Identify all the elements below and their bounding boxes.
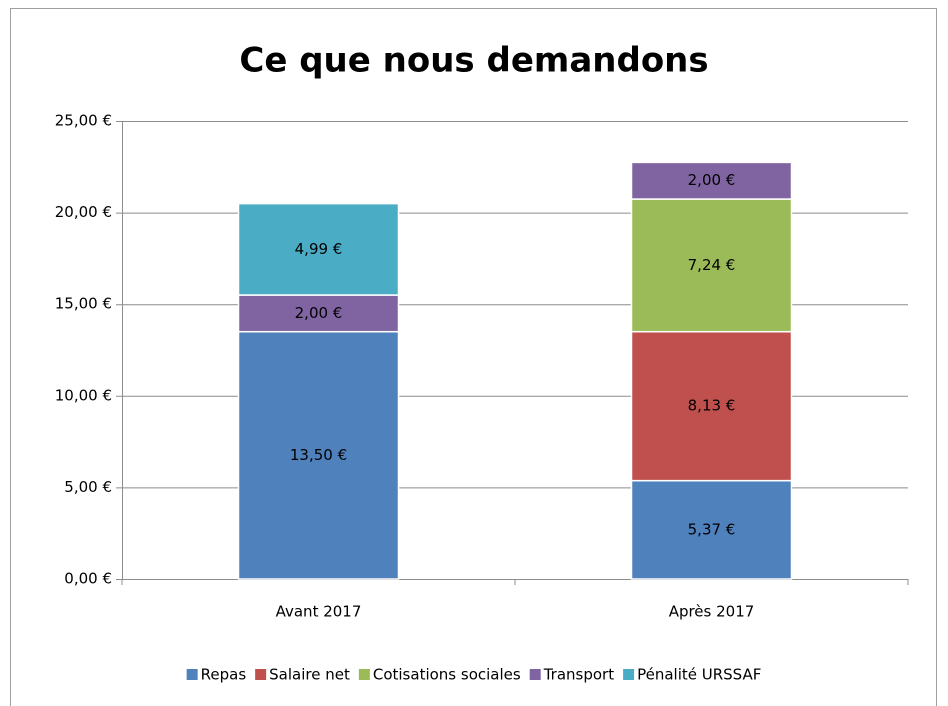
data-label: 4,99 € (295, 240, 343, 258)
x-tick-label: Après 2017 (669, 603, 755, 621)
legend: Repas Salaire net Cotisations sociales Tran… (186, 666, 761, 684)
data-label: 2,00 € (688, 171, 736, 189)
y-tick-label: 0,00 € (64, 570, 112, 588)
y-tick-label: 10,00 € (55, 386, 112, 404)
data-label: 8,13 € (688, 397, 736, 415)
legend-swatch (358, 669, 370, 680)
chart-frame (10, 8, 937, 706)
bar-segment (630, 198, 793, 333)
bar-segment (630, 330, 793, 482)
legend-label: Pénalité URSSAF (637, 666, 761, 684)
y-tick-label: 20,00 € (55, 203, 112, 221)
legend-label: Salaire net (269, 666, 350, 684)
legend-label: Cotisations sociales (373, 666, 521, 684)
data-label: 2,00 € (295, 304, 343, 322)
legend-swatch (255, 669, 267, 680)
bar-segment (630, 161, 793, 200)
y-tick-label: 5,00 € (64, 478, 112, 496)
legend-label: Transport (543, 666, 615, 684)
data-label: 7,24 € (688, 256, 736, 274)
bar-segment (237, 202, 400, 296)
y-tick-label: 25,00 € (55, 112, 112, 130)
data-label: 5,37 € (688, 520, 736, 538)
data-label: 13,50 € (290, 446, 347, 464)
legend-swatch (186, 669, 198, 680)
legend-label: Repas (201, 666, 247, 684)
y-tick-label: 15,00 € (55, 295, 112, 313)
chart-title: Ce que nous demandons (239, 41, 708, 81)
bar-segment (630, 479, 793, 580)
x-tick-label: Avant 2017 (276, 603, 362, 621)
legend-swatch (623, 669, 635, 680)
legend-swatch (529, 669, 541, 680)
